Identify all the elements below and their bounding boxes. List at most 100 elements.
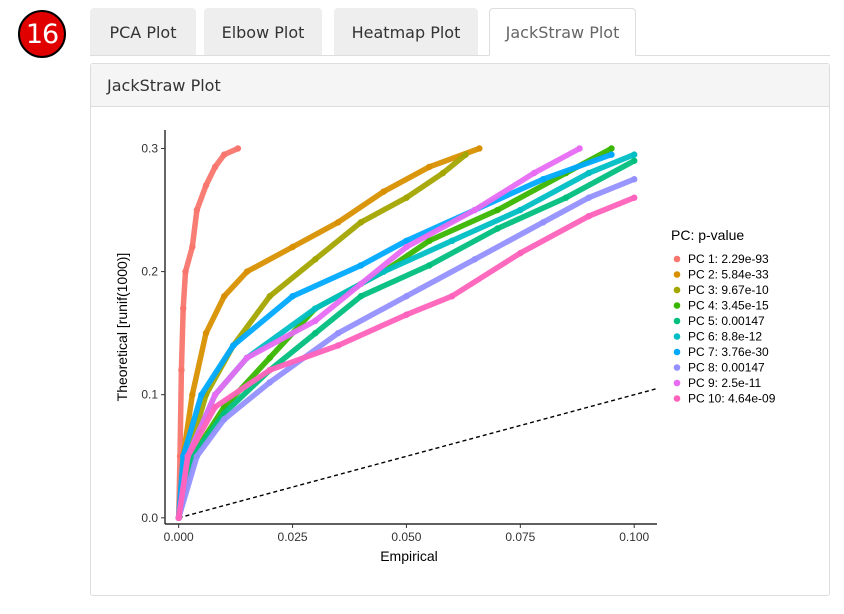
panel-title: JackStraw Plot xyxy=(91,64,829,107)
data-point xyxy=(539,219,547,226)
legend-key xyxy=(673,317,681,325)
jackstraw-chart: 0.0 0.1 0.2 0.3 0.000 0.025 0.050 0.075 0.100 Emp… xyxy=(114,130,776,564)
data-point xyxy=(357,280,365,288)
data-point xyxy=(211,391,219,398)
legend-key xyxy=(673,379,681,387)
data-point xyxy=(608,151,615,158)
data-point xyxy=(357,219,365,226)
data-point xyxy=(426,163,433,171)
y-tick-label: 0.3 xyxy=(141,141,158,155)
data-point xyxy=(198,391,205,398)
data-point xyxy=(631,194,638,201)
data-point xyxy=(380,188,387,195)
data-point xyxy=(175,514,182,522)
legend-key xyxy=(673,333,681,340)
data-point xyxy=(211,403,219,411)
data-point xyxy=(539,176,547,183)
y-tick-label: 0.0 xyxy=(141,511,158,525)
data-point xyxy=(266,354,273,361)
data-point xyxy=(448,237,456,245)
legend-key xyxy=(673,395,681,402)
data-point xyxy=(448,293,456,300)
legend-title: PC: p-value xyxy=(671,227,744,243)
data-point xyxy=(211,163,219,171)
legend-label: PC 3: 9.67e-10 xyxy=(688,283,769,297)
data-point xyxy=(202,182,210,189)
data-point xyxy=(631,157,638,164)
legend-key xyxy=(673,255,681,263)
y-tick-label: 0.1 xyxy=(141,388,158,402)
legend-label: PC 6: 8.8e-12 xyxy=(688,330,762,344)
legend-label: PC 9: 2.5e-11 xyxy=(688,376,761,390)
data-point xyxy=(221,416,228,423)
data-point xyxy=(403,243,410,251)
data-point xyxy=(631,151,638,158)
tab-heatmap-plot[interactable]: Heatmap Plot xyxy=(334,8,478,55)
data-point xyxy=(312,317,319,325)
data-point xyxy=(221,151,228,158)
data-point xyxy=(403,311,410,318)
legend-label: PC 7: 3.76e-30 xyxy=(688,345,769,359)
data-point xyxy=(266,379,273,386)
data-point xyxy=(476,145,483,152)
data-point xyxy=(403,194,410,201)
x-axis-label: Empirical xyxy=(380,548,438,564)
data-point xyxy=(312,305,319,312)
data-point xyxy=(357,293,365,300)
legend-label: PC 10: 4.64e-09 xyxy=(688,392,776,406)
x-tick-label: 0.100 xyxy=(619,530,649,544)
tab-elbow-plot[interactable]: Elbow Plot xyxy=(204,8,322,55)
data-point xyxy=(403,293,410,300)
data-point xyxy=(266,293,273,300)
data-point xyxy=(193,206,201,214)
data-point xyxy=(193,453,201,460)
data-point xyxy=(234,145,242,152)
data-point xyxy=(585,169,592,177)
data-point xyxy=(289,293,296,300)
y-tick-label: 0.2 xyxy=(141,265,158,279)
series-line xyxy=(175,176,637,521)
data-point xyxy=(189,391,196,398)
x-tick-label: 0.000 xyxy=(164,530,194,544)
data-point xyxy=(471,256,478,263)
legend-key xyxy=(673,286,681,294)
data-point xyxy=(576,145,583,152)
data-point xyxy=(631,176,638,183)
data-point xyxy=(530,169,538,177)
x-tick-label: 0.075 xyxy=(505,530,535,544)
data-point xyxy=(517,249,524,257)
series-line xyxy=(175,145,583,521)
legend-key xyxy=(673,364,681,371)
data-point xyxy=(426,262,433,269)
y-axis-label: Theoretical [runif(1000)] xyxy=(114,253,130,402)
legend-key xyxy=(673,271,681,278)
data-point xyxy=(426,237,433,245)
series-line xyxy=(175,151,615,521)
data-point xyxy=(180,305,187,312)
step-number-badge: 16 xyxy=(18,10,66,58)
data-point xyxy=(243,268,251,275)
data-point xyxy=(178,366,185,374)
legend-label: PC 1: 2.29e-93 xyxy=(688,252,769,266)
tab-pca-plot[interactable]: PCA Plot xyxy=(90,8,196,55)
data-point xyxy=(266,366,273,374)
data-point xyxy=(312,256,319,263)
data-point xyxy=(357,262,365,269)
data-point xyxy=(494,206,501,214)
series-line xyxy=(175,151,469,521)
legend-label: PC 5: 0.00147 xyxy=(688,314,765,328)
data-point xyxy=(312,329,319,337)
plot-panel: JackStraw Plot 0.0 0.1 0.2 0.3 0.000 0.025 0.0… xyxy=(90,63,830,596)
legend-label: PC 4: 3.45e-15 xyxy=(688,299,769,313)
legend-label: PC 2: 5.84e-33 xyxy=(688,268,769,282)
data-point xyxy=(334,342,342,349)
data-point xyxy=(585,194,592,201)
reference-line xyxy=(178,387,658,519)
data-point xyxy=(202,329,210,337)
series-line xyxy=(175,194,637,521)
data-point xyxy=(182,268,189,275)
tab-jackstraw-plot[interactable]: JackStraw Plot xyxy=(489,8,636,56)
data-point xyxy=(462,151,469,158)
data-point xyxy=(243,354,251,361)
data-point xyxy=(517,206,524,214)
